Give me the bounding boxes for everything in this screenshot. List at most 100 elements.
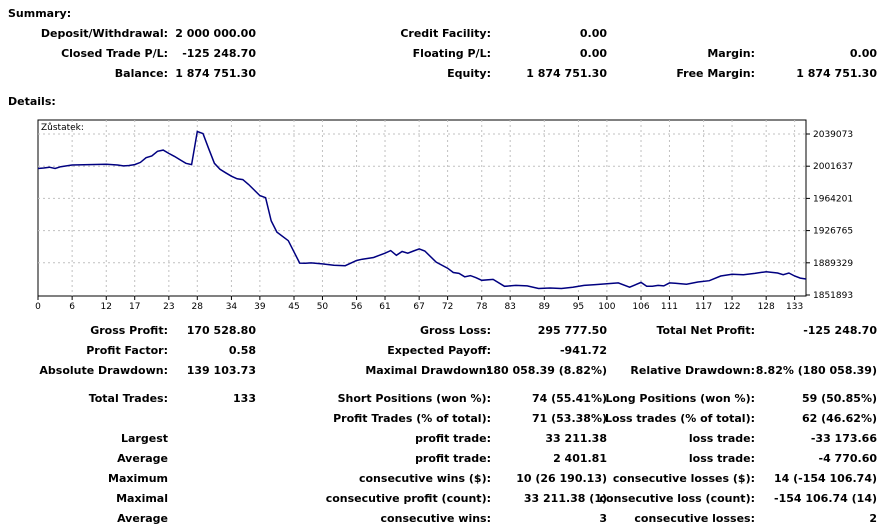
average-consecutive-wins-label: consecutive wins:: [380, 512, 491, 525]
profit-trades-value: 71 (53.38%): [531, 412, 607, 425]
details-heading: Details:: [8, 95, 56, 108]
x-tick-label: 83: [504, 302, 515, 312]
closed-trade-pl-label: Closed Trade P/L:: [61, 47, 168, 60]
closed-trade-pl-value: -125 248.70: [182, 47, 256, 60]
x-tick-label: 67: [413, 302, 424, 312]
relative-drawdown-value: 8.82% (180 058.39): [755, 364, 877, 377]
credit-facility-label: Credit Facility:: [400, 27, 491, 40]
absolute-drawdown-label: Absolute Drawdown:: [39, 364, 168, 377]
x-tick-label: 89: [539, 302, 551, 312]
maximal-consecutive-profit-value: 33 211.38 (1): [523, 492, 607, 505]
max-consecutive-losses-label: consecutive losses ($):: [612, 472, 755, 485]
x-tick-label: 61: [379, 302, 390, 312]
x-tick-label: 117: [695, 302, 712, 312]
gross-loss-value: 295 777.50: [537, 324, 607, 337]
x-tick-label: 12: [101, 302, 112, 312]
gross-profit-value: 170 528.80: [186, 324, 256, 337]
profit-factor-label: Profit Factor:: [86, 344, 168, 357]
y-tick-label: 1889329: [813, 259, 853, 269]
deposit-withdrawal-label: Deposit/Withdrawal:: [40, 27, 168, 40]
gross-loss-label: Gross Loss:: [420, 324, 491, 337]
total-net-profit-value: -125 248.70: [803, 324, 877, 337]
maximal-consecutive-profit-label: consecutive profit (count):: [325, 492, 491, 505]
x-tick-label: 17: [129, 302, 140, 312]
x-tick-label: 39: [254, 302, 266, 312]
x-tick-label: 95: [573, 302, 584, 312]
y-tick-label: 1964201: [813, 194, 853, 204]
x-tick-label: 122: [723, 302, 740, 312]
maximal-consecutive-loss-value: -154 106.74 (14): [774, 492, 877, 505]
x-tick-label: 28: [192, 302, 204, 312]
total-net-profit-label: Total Net Profit:: [656, 324, 756, 337]
average-consecutive-losses-value: 2: [869, 512, 877, 525]
x-tick-label: 100: [598, 302, 615, 312]
profit-trades-label: Profit Trades (% of total):: [333, 412, 491, 425]
x-tick-label: 106: [632, 302, 649, 312]
largest-loss-trade-label: loss trade:: [688, 432, 755, 445]
expected-payoff-value: -941.72: [559, 344, 607, 357]
y-tick-label: 1851893: [813, 291, 853, 301]
x-tick-label: 23: [163, 302, 174, 312]
short-positions-value: 74 (55.41%): [531, 392, 607, 405]
x-tick-label: 133: [786, 302, 803, 312]
x-tick-label: 72: [442, 302, 453, 312]
margin-value: 0.00: [849, 47, 877, 60]
maximal-drawdown-value: 180 058.39 (8.82%): [485, 364, 607, 377]
max-consecutive-wins-label: consecutive wins ($):: [358, 472, 491, 485]
chart-title: Zůstatek:: [41, 122, 84, 133]
balance-value: 1 874 751.30: [175, 67, 256, 80]
x-tick-label: 45: [288, 302, 299, 312]
average-consecutive-group-label: Average: [117, 512, 168, 525]
y-tick-label: 1926765: [813, 227, 853, 237]
x-tick-label: 56: [351, 302, 363, 312]
floating-pl-value: 0.00: [579, 47, 607, 60]
long-positions-value: 59 (50.85%): [801, 392, 877, 405]
profit-factor-value: 0.58: [228, 344, 256, 357]
average-loss-trade-value: -4 770.60: [818, 452, 878, 465]
loss-trades-label: Loss trades (% of total):: [604, 412, 755, 425]
average-consecutive-losses-label: consecutive losses:: [634, 512, 755, 525]
short-positions-label: Short Positions (won %):: [337, 392, 491, 405]
x-tick-label: 128: [758, 302, 775, 312]
loss-trades-value: 62 (46.62%): [801, 412, 877, 425]
equity-value: 1 874 751.30: [526, 67, 607, 80]
balance-series-line: [37, 130, 807, 290]
x-tick-label: 111: [661, 302, 678, 312]
chart-plot-area: [37, 119, 807, 297]
largest-profit-trade-value: 33 211.38: [545, 432, 607, 445]
maximal-consecutive-loss-label: consecutive loss (count):: [599, 492, 755, 505]
max-consecutive-losses-value: 14 (-154 106.74): [774, 472, 877, 485]
average-consecutive-wins-value: 3: [599, 512, 607, 525]
free-margin-label: Free Margin:: [676, 67, 755, 80]
balance-label: Balance:: [114, 67, 168, 80]
average-profit-trade-label: profit trade:: [415, 452, 491, 465]
total-trades-label: Total Trades:: [88, 392, 168, 405]
balance-chart: 2039073 2001637 1964201 1926765 1889329 18518…: [35, 119, 853, 312]
margin-label: Margin:: [707, 47, 755, 60]
x-tick-label: 34: [226, 302, 238, 312]
long-positions-label: Long Positions (won %):: [605, 392, 755, 405]
maximal-group-label: Maximal: [116, 492, 168, 505]
total-trades-value: 133: [233, 392, 256, 405]
x-tick-label: 50: [317, 302, 329, 312]
gross-profit-label: Gross Profit:: [90, 324, 168, 337]
x-tick-label: 0: [35, 302, 41, 312]
deposit-withdrawal-value: 2 000 000.00: [175, 27, 256, 40]
summary-heading: Summary:: [8, 7, 72, 20]
average-group-label: Average: [117, 452, 168, 465]
max-consecutive-wins-value: 10 (26 190.13): [516, 472, 607, 485]
maximum-group-label: Maximum: [108, 472, 168, 485]
largest-loss-trade-value: -33 173.66: [810, 432, 877, 445]
credit-facility-value: 0.00: [579, 27, 607, 40]
equity-label: Equity:: [447, 67, 491, 80]
y-tick-label: 2001637: [813, 162, 853, 172]
maximal-drawdown-label: Maximal Drawdown:: [365, 364, 491, 377]
x-tick-label: 6: [69, 302, 75, 312]
floating-pl-label: Floating P/L:: [412, 47, 491, 60]
free-margin-value: 1 874 751.30: [796, 67, 877, 80]
largest-group-label: Largest: [121, 432, 168, 445]
y-tick-label: 2039073: [813, 130, 853, 140]
expected-payoff-label: Expected Payoff:: [387, 344, 491, 357]
largest-profit-trade-label: profit trade:: [415, 432, 491, 445]
absolute-drawdown-value: 139 103.73: [186, 364, 256, 377]
